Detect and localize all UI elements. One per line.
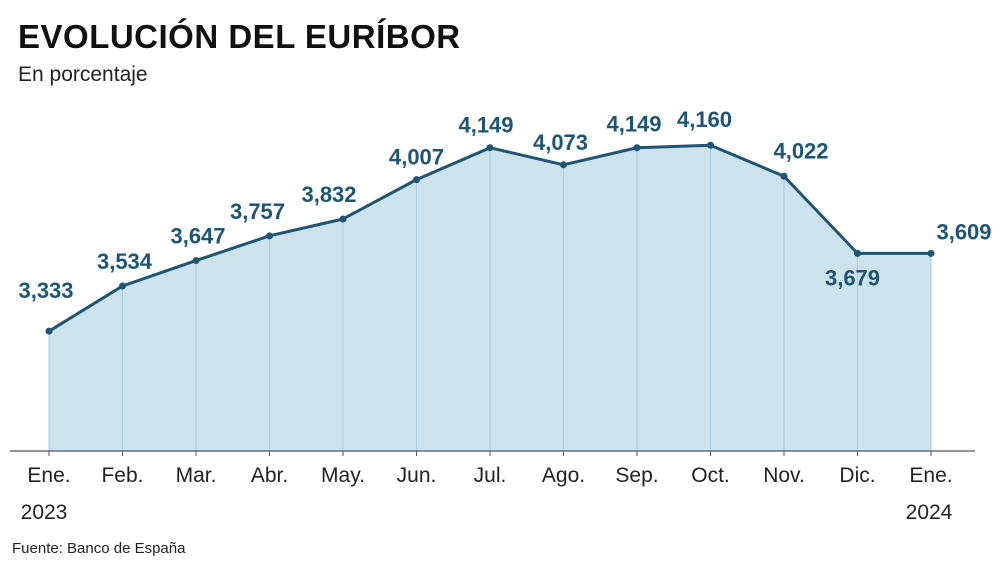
x-tick-label-8: Ago. <box>542 464 585 487</box>
x-tick-label-7: Jul. <box>474 464 507 487</box>
data-point-4 <box>266 232 273 240</box>
x-tick-label-6: Jun. <box>397 464 437 487</box>
value-label-7: 4,149 <box>458 113 513 138</box>
x-tick-label-3: Mar. <box>176 464 217 487</box>
data-point-9 <box>633 144 641 152</box>
x-tick-label-5: May. <box>321 464 365 487</box>
chart-subtitle: En porcentaje <box>18 63 148 86</box>
value-label-3: 3,647 <box>170 224 225 249</box>
x-tick-label-2: Feb. <box>101 464 143 487</box>
x-tick-label-13: Ene. <box>909 464 952 487</box>
data-point-8 <box>560 161 567 169</box>
value-label-13: 3,609 <box>936 219 991 244</box>
value-label-2: 3,534 <box>97 249 153 274</box>
x-tick-label-11: Nov. <box>763 464 805 487</box>
data-point-13 <box>927 249 935 257</box>
value-label-9: 4,149 <box>606 112 661 137</box>
chart-title: EVOLUCIÓN DEL EURÍBOR <box>18 18 461 55</box>
data-point-5 <box>339 215 347 223</box>
value-label-8: 4,073 <box>533 130 588 155</box>
value-label-11: 4,022 <box>773 138 828 163</box>
value-label-6: 4,007 <box>389 145 444 170</box>
data-point-2 <box>119 282 126 290</box>
value-label-12: 3,679 <box>825 265 880 290</box>
x-tick-label-9: Sep. <box>615 464 658 487</box>
data-point-10 <box>707 141 714 149</box>
value-label-5: 3,832 <box>301 182 356 207</box>
x-tick-label-10: Oct. <box>691 464 730 487</box>
data-point-11 <box>780 172 788 180</box>
year-label-2023: 2023 <box>21 501 68 524</box>
year-label-2024: 2024 <box>906 501 953 524</box>
value-label-1: 3,333 <box>18 278 73 303</box>
data-point-7 <box>486 144 494 152</box>
value-label-10: 4,160 <box>677 107 732 132</box>
x-tick-label-1: Ene. <box>27 464 70 487</box>
data-point-3 <box>192 257 200 265</box>
data-point-1 <box>45 327 53 335</box>
x-tick-label-12: Dic. <box>839 464 875 487</box>
data-point-12 <box>854 249 861 257</box>
value-label-4: 3,757 <box>230 199 285 224</box>
data-point-6 <box>413 176 420 184</box>
source-note: Fuente: Banco de España <box>12 540 186 557</box>
x-tick-label-4: Abr. <box>251 464 288 487</box>
